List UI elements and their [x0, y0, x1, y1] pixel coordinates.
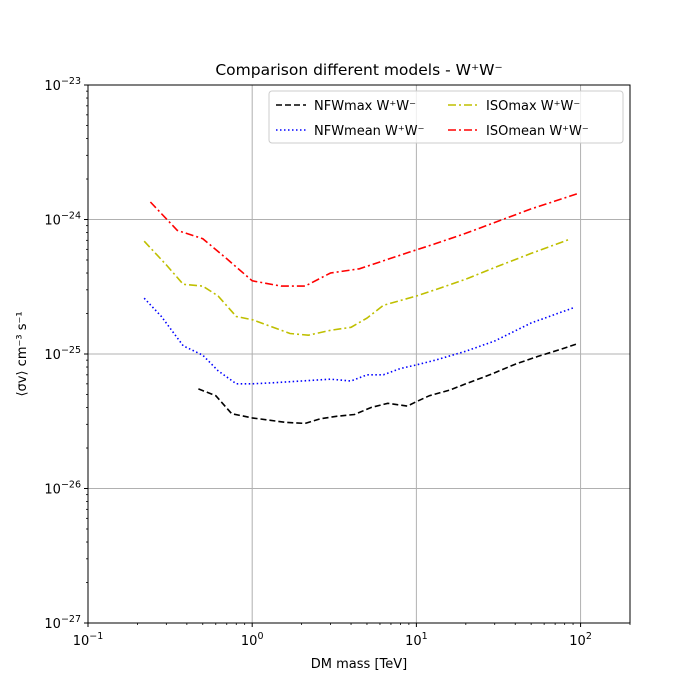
x-tick-label-base: 10: [569, 634, 586, 649]
y-tick-label: 10−27: [44, 614, 81, 632]
y-tick-label-base: 10: [44, 617, 61, 632]
x-tick-label: 101: [405, 631, 428, 649]
y-tick-label: 10−23: [44, 76, 81, 94]
y-tick-label-exponent: −26: [61, 480, 81, 491]
x-tick-label-base: 10: [241, 634, 258, 649]
series-nfwmean-line: [143, 297, 574, 385]
series-lines: [143, 193, 579, 425]
y-tick-label-base: 10: [44, 483, 61, 498]
y-axis-label: ⟨σv⟩ cm⁻³ s⁻¹: [15, 311, 30, 396]
x-tick-label-exponent: 1: [422, 631, 428, 642]
y-tick-label-exponent: −23: [61, 76, 81, 87]
legend-label-isomean-line: ISOmean W⁺W⁻: [486, 124, 589, 139]
series-isomean-line: [149, 193, 578, 287]
x-tick-label-exponent: 2: [586, 631, 592, 642]
y-tick-label: 10−25: [44, 345, 81, 363]
y-tick-label-base: 10: [44, 79, 61, 94]
x-tick-label: 10−1: [73, 631, 104, 649]
x-tick-label-base: 10: [73, 634, 90, 649]
x-tick-label-base: 10: [405, 634, 422, 649]
series-nfwmax-line: [198, 342, 579, 425]
y-tick-label: 10−24: [44, 211, 81, 229]
chart-title: Comparison different models - W⁺W⁻: [215, 61, 502, 79]
y-tick-label: 10−26: [44, 480, 81, 498]
y-tick-label-base: 10: [44, 214, 61, 229]
x-tick-label: 102: [569, 631, 592, 649]
y-tick-label-exponent: −27: [61, 614, 81, 625]
legend-box: [268, 90, 624, 144]
x-axis-label: DM mass [TeV]: [311, 657, 407, 672]
x-tick-label-exponent: 0: [257, 631, 263, 642]
legend-label-nfwmax-line: NFWmax W⁺W⁻: [314, 99, 416, 114]
y-tick-label-base: 10: [44, 348, 61, 363]
x-tick-label: 100: [241, 631, 264, 649]
series-isomax-line: [143, 238, 570, 337]
legend-label-isomax-line: ISOmax W⁺W⁻: [486, 99, 580, 114]
y-tick-label-exponent: −24: [61, 211, 81, 222]
legend-label-nfwmean-line: NFWmean W⁺W⁻: [314, 124, 425, 139]
y-tick-label-exponent: −25: [61, 345, 81, 356]
x-tick-label-exponent: −1: [89, 631, 103, 642]
legend: NFWmax W⁺W⁻ NFWmean W⁺W⁻ ISOmax W⁺W⁻ ISOmea…: [268, 90, 624, 144]
